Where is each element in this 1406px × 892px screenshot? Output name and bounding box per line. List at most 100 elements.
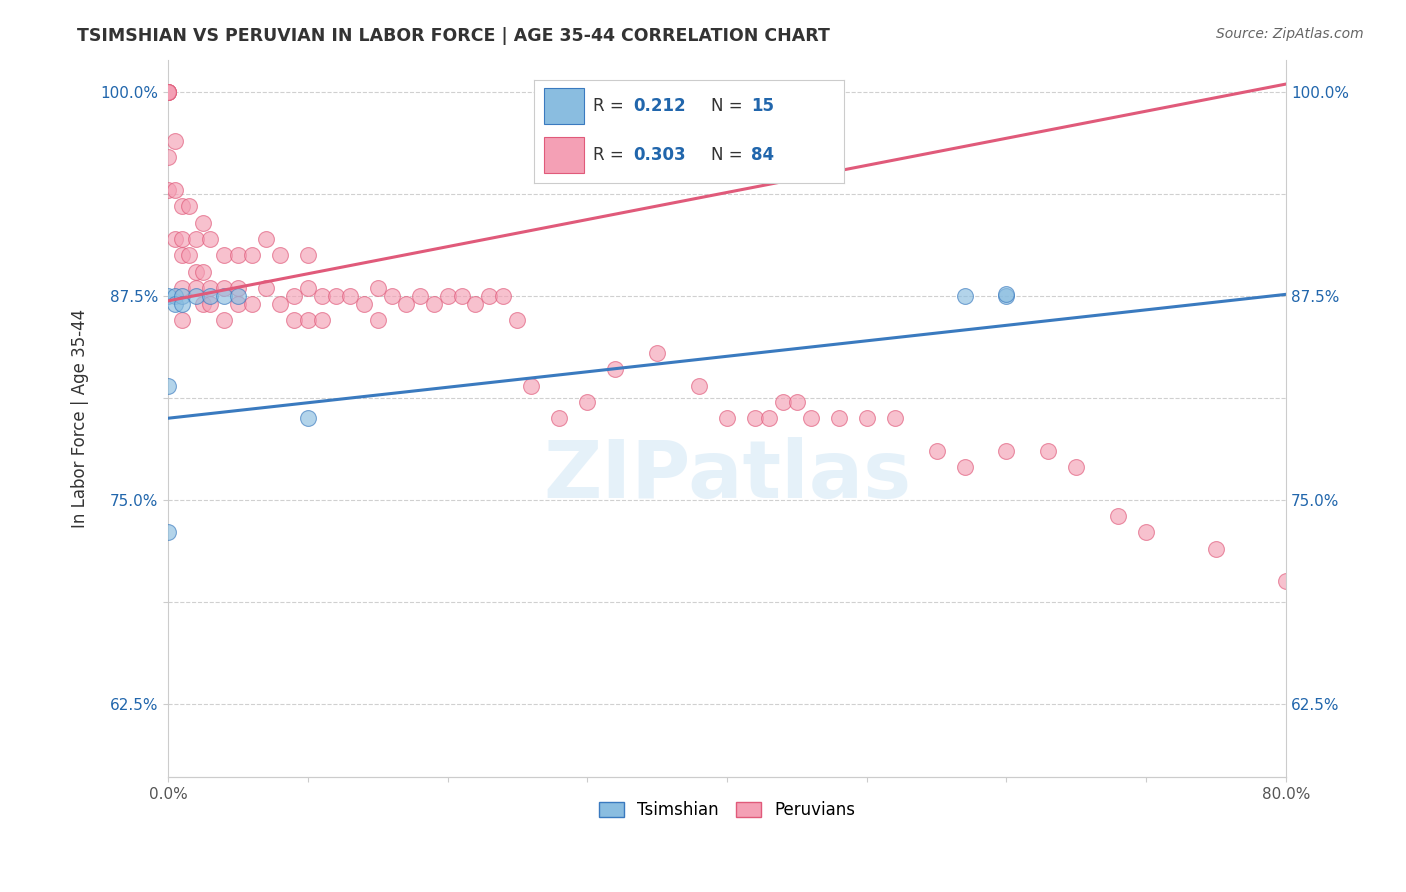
Point [157, 85, 180, 99]
Point [170, 297, 193, 311]
Point [283, 289, 305, 303]
Point [953, 289, 976, 303]
Text: 84: 84 [751, 145, 773, 163]
Point [828, 411, 851, 425]
Point [548, 411, 571, 425]
Point [995, 443, 1018, 458]
Point [758, 411, 780, 425]
Point [177, 248, 200, 262]
Point [165, 134, 187, 148]
Point [576, 395, 599, 409]
Point [198, 297, 221, 311]
Point [198, 281, 221, 295]
Point [744, 411, 766, 425]
Text: 15: 15 [751, 97, 773, 115]
Point [925, 443, 948, 458]
Point [191, 264, 214, 278]
Point [1205, 541, 1227, 556]
Point [353, 297, 375, 311]
Point [381, 289, 404, 303]
Point [716, 411, 738, 425]
Point [212, 281, 235, 295]
Point [297, 411, 319, 425]
Point [688, 378, 710, 392]
Point [311, 289, 333, 303]
Point [212, 289, 235, 303]
FancyBboxPatch shape [544, 136, 583, 173]
Point [995, 289, 1018, 303]
Text: N =: N = [710, 145, 748, 163]
Point [170, 289, 193, 303]
Point [226, 248, 249, 262]
Point [191, 297, 214, 311]
Point [520, 378, 543, 392]
Point [422, 297, 444, 311]
Point [212, 313, 235, 327]
Point [311, 313, 333, 327]
Point [297, 281, 319, 295]
Point [645, 346, 668, 360]
Point [157, 85, 180, 99]
Text: TSIMSHIAN VS PERUVIAN IN LABOR FORCE | AGE 35-44 CORRELATION CHART: TSIMSHIAN VS PERUVIAN IN LABOR FORCE | A… [77, 27, 830, 45]
Point [450, 289, 472, 303]
Point [408, 289, 430, 303]
Point [1038, 443, 1060, 458]
Point [254, 281, 277, 295]
FancyBboxPatch shape [544, 88, 583, 124]
Point [184, 232, 207, 246]
Point [170, 199, 193, 213]
Point [226, 289, 249, 303]
Point [191, 216, 214, 230]
Point [198, 232, 221, 246]
Point [605, 362, 627, 376]
Point [198, 289, 221, 303]
Point [157, 183, 180, 197]
Point [165, 183, 187, 197]
Point [786, 395, 808, 409]
Point [157, 378, 180, 392]
Text: Source: ZipAtlas.com: Source: ZipAtlas.com [1216, 27, 1364, 41]
Point [165, 289, 187, 303]
Text: 0.303: 0.303 [633, 145, 686, 163]
Point [226, 281, 249, 295]
Point [492, 289, 515, 303]
Point [170, 248, 193, 262]
Point [325, 289, 347, 303]
Point [297, 313, 319, 327]
Point [339, 289, 361, 303]
Point [184, 264, 207, 278]
Point [883, 411, 905, 425]
Point [367, 313, 389, 327]
Point [506, 313, 529, 327]
Point [855, 411, 877, 425]
Point [170, 313, 193, 327]
Point [436, 289, 458, 303]
Point [367, 281, 389, 295]
Point [394, 297, 416, 311]
Point [184, 281, 207, 295]
Point [240, 297, 263, 311]
Point [157, 525, 180, 540]
Point [800, 411, 823, 425]
Point [283, 313, 305, 327]
Point [157, 85, 180, 99]
Text: ZIPatlas: ZIPatlas [543, 436, 911, 515]
Point [772, 395, 794, 409]
Point [1275, 574, 1298, 589]
Point [478, 289, 501, 303]
Text: R =: R = [593, 97, 628, 115]
Point [157, 150, 180, 164]
Point [464, 297, 486, 311]
Point [226, 297, 249, 311]
Text: R =: R = [593, 145, 628, 163]
Point [177, 199, 200, 213]
Y-axis label: In Labor Force | Age 35-44: In Labor Force | Age 35-44 [72, 309, 89, 528]
Point [157, 85, 180, 99]
Legend: Tsimshian, Peruvians: Tsimshian, Peruvians [592, 795, 862, 826]
Point [1066, 460, 1088, 475]
Point [953, 460, 976, 475]
Point [297, 248, 319, 262]
Point [165, 232, 187, 246]
Point [165, 297, 187, 311]
Point [170, 281, 193, 295]
